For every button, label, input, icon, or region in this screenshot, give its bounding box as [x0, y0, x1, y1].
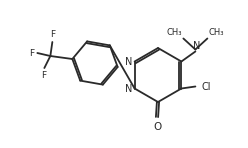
Text: O: O	[153, 122, 161, 132]
Text: F: F	[29, 49, 34, 58]
Text: N: N	[193, 41, 200, 50]
Text: CH₃: CH₃	[208, 28, 224, 37]
Text: N: N	[125, 57, 133, 66]
Text: CH₃: CH₃	[167, 28, 182, 37]
Text: F: F	[41, 71, 46, 80]
Text: F: F	[50, 30, 55, 39]
Text: N: N	[125, 83, 133, 94]
Text: Cl: Cl	[201, 82, 211, 91]
